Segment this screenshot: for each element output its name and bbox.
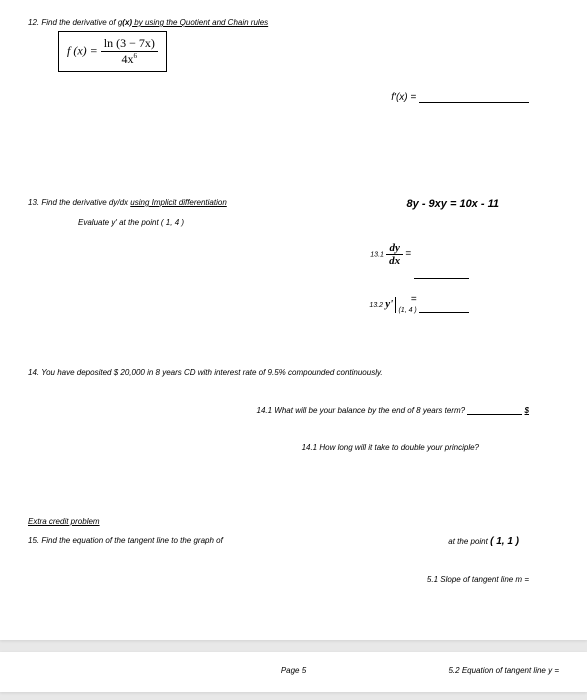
q15-point-group: at the point ( 1, 1 ) — [448, 536, 559, 547]
q13-dydx: dy dx — [386, 242, 403, 267]
q12-fraction: ln (3 − 7x) 4x6 — [101, 36, 158, 67]
q12-answer-blank — [419, 93, 529, 103]
q13-equation: 8y - 9xy = 10x - 11 — [407, 198, 559, 210]
q15-row: 15. Find the equation of the tangent lin… — [28, 536, 559, 547]
q14-dollar: $ — [525, 406, 529, 415]
page-number: Page 5 — [205, 666, 382, 675]
q12-answer-lhs: f'(x) = — [391, 92, 416, 103]
q15-point: ( 1, 1 ) — [490, 536, 519, 547]
q13-sub1-num: 13.1 — [370, 252, 384, 259]
q14-sub2: 14.1 How long will it take to double you… — [28, 443, 559, 452]
q13-heading-row: 13. Find the derivative dy/dx using Impl… — [28, 198, 559, 210]
worksheet-page: 12. Find the derivative of g(x) by using… — [0, 0, 587, 640]
page-gap — [0, 640, 587, 652]
q12-formula-lhs: f (x) = — [67, 43, 98, 57]
extra-credit: Extra credit problem 15. Find the equati… — [28, 517, 559, 584]
q13-sub2-y: y' — [385, 298, 393, 310]
question-14: 14. You have deposited $ 20,000 in 8 yea… — [28, 368, 559, 452]
q12-formula-box: f (x) = ln (3 − 7x) 4x6 — [58, 31, 167, 72]
q15-sub2: 5.2 Equation of tangent line y = — [382, 666, 559, 675]
q12-den-base: 4x — [122, 52, 134, 66]
q13-sub2-point: (1, 4 ) — [398, 307, 416, 314]
q12-answer-row: f'(x) = — [28, 92, 559, 103]
q14-sub1-blank — [467, 405, 522, 415]
q12-num: ln (3 − 7x) — [101, 36, 158, 52]
q13-sub2-num: 13.2 — [369, 302, 383, 309]
q13-evaluate: Evaluate y' at the point ( 1, 4 ) — [78, 218, 559, 227]
q13-prompt-prefix: 13. Find the derivative dy/dx — [28, 198, 130, 207]
q13-eval-bar: = (1, 4 ) — [395, 297, 416, 313]
q14-sub1-row: 14.1 What will be your balance by the en… — [28, 405, 559, 415]
q15-point-prefix: at the point — [448, 537, 488, 546]
q14-prompt: 14. You have deposited $ 20,000 in 8 yea… — [28, 368, 559, 377]
q13-sub1-blank — [414, 269, 469, 279]
question-12: 12. Find the derivative of g(x) by using… — [28, 18, 559, 103]
q15-sub1: 5.1 Slope of tangent line m = — [28, 575, 559, 584]
question-13: 13. Find the derivative dy/dx using Impl… — [28, 198, 559, 313]
q15-sub1-text: 5.1 Slope of tangent line m = — [427, 575, 529, 584]
q12-prompt: 12. Find the derivative of g(x) by using… — [28, 18, 559, 27]
q13-dx: dx — [386, 255, 403, 267]
footer-row: Page 5 5.2 Equation of tangent line y = — [28, 666, 559, 675]
q13-prompt: 13. Find the derivative dy/dx using Impl… — [28, 198, 227, 210]
worksheet-page-2: Page 5 5.2 Equation of tangent line y = — [0, 652, 587, 692]
q12-gx: (x) — [122, 18, 132, 27]
q15-prompt: 15. Find the equation of the tangent lin… — [28, 536, 223, 547]
q13-dy: dy — [386, 242, 403, 255]
q14-sub1: 14.1 What will be your balance by the en… — [257, 406, 466, 415]
q13-sub2-row: 13.2 y' = (1, 4 ) — [28, 297, 559, 313]
q13-sub1-row: 13.1 dy dx = — [28, 242, 559, 267]
q13-method: using Implicit differentiation — [130, 198, 227, 207]
q12-prompt-suffix: by using the Quotient and Chain rules — [132, 18, 268, 27]
q12-prompt-prefix: 12. Find the derivative of g — [28, 18, 122, 27]
q12-den-exp: 6 — [134, 52, 138, 60]
q12-den: 4x6 — [101, 52, 158, 67]
q13-sub2-blank — [419, 303, 469, 313]
extra-heading: Extra credit problem — [28, 517, 559, 526]
